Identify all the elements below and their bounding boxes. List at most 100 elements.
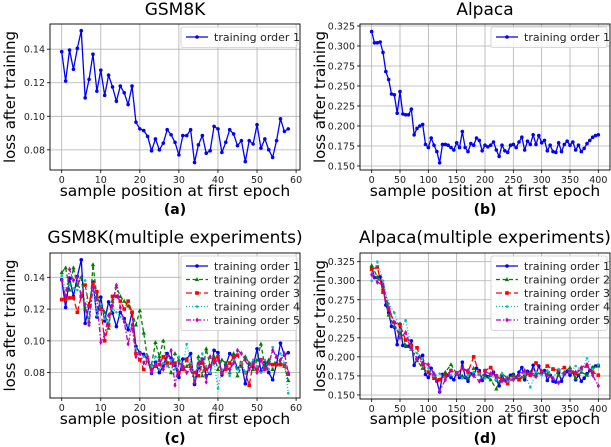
data-point bbox=[420, 353, 425, 358]
data-point bbox=[76, 288, 79, 292]
data-point bbox=[110, 85, 115, 89]
data-point bbox=[251, 358, 255, 362]
legend-marker bbox=[505, 291, 509, 295]
legend-marker bbox=[505, 35, 509, 39]
data-point bbox=[466, 373, 470, 377]
data-point bbox=[231, 354, 236, 359]
data-point bbox=[574, 364, 577, 368]
data-point bbox=[437, 377, 442, 382]
data-point bbox=[177, 153, 181, 157]
data-point bbox=[585, 361, 589, 368]
data-point bbox=[142, 355, 146, 359]
data-point bbox=[488, 143, 493, 147]
data-point bbox=[478, 372, 481, 375]
data-point bbox=[562, 365, 567, 370]
data-point bbox=[235, 353, 240, 357]
legend-label: training order 2 bbox=[524, 274, 610, 287]
x-tick-label: 100 bbox=[419, 404, 437, 415]
data-point bbox=[138, 358, 142, 362]
data-point bbox=[181, 357, 185, 361]
data-point bbox=[406, 344, 411, 349]
data-point bbox=[401, 343, 405, 348]
data-point bbox=[398, 323, 402, 327]
data-point bbox=[224, 363, 228, 369]
data-point bbox=[87, 322, 91, 328]
plot-area bbox=[59, 258, 291, 395]
legend-marker bbox=[195, 305, 199, 308]
legend-label: training order 4 bbox=[524, 301, 610, 314]
data-point bbox=[235, 143, 240, 148]
data-point bbox=[173, 368, 177, 371]
y-tick-label: 0.225 bbox=[328, 333, 355, 344]
data-point bbox=[196, 360, 201, 366]
data-point bbox=[278, 117, 283, 121]
data-point bbox=[208, 354, 212, 360]
data-point bbox=[415, 355, 419, 362]
data-point bbox=[211, 354, 217, 359]
y-tick-label: 0.12 bbox=[24, 78, 45, 89]
data-point bbox=[590, 135, 595, 139]
data-point bbox=[457, 145, 462, 150]
data-point bbox=[375, 265, 380, 269]
y-tick-label: 0.300 bbox=[328, 276, 355, 287]
data-point bbox=[95, 89, 99, 93]
data-point bbox=[64, 293, 68, 299]
data-point bbox=[404, 319, 407, 322]
y-tick-label: 0.150 bbox=[328, 390, 355, 401]
data-point bbox=[219, 357, 225, 362]
data-point bbox=[474, 366, 479, 371]
data-point bbox=[161, 366, 165, 373]
data-point bbox=[220, 150, 224, 155]
legend-label: training order 1 bbox=[524, 31, 610, 44]
data-point bbox=[255, 369, 259, 376]
data-point bbox=[584, 372, 590, 377]
data-point bbox=[251, 142, 255, 146]
data-point bbox=[274, 362, 279, 367]
data-point bbox=[452, 148, 456, 152]
data-point bbox=[227, 127, 232, 132]
data-point bbox=[138, 127, 142, 131]
data-point bbox=[95, 296, 99, 303]
data-point bbox=[266, 370, 271, 375]
data-point bbox=[102, 319, 107, 323]
data-point bbox=[557, 367, 560, 371]
x-axis-label: sample position at first epoch bbox=[60, 410, 291, 428]
data-point bbox=[157, 354, 162, 359]
data-point bbox=[449, 373, 453, 377]
y-tick-label: 0.250 bbox=[328, 82, 355, 93]
data-point bbox=[278, 362, 283, 367]
y-tick-label: 0.175 bbox=[328, 371, 355, 382]
data-point bbox=[495, 378, 498, 382]
data-point bbox=[266, 357, 271, 362]
data-point bbox=[216, 387, 220, 390]
data-point bbox=[172, 351, 178, 356]
data-point bbox=[381, 50, 385, 55]
data-point bbox=[208, 148, 212, 153]
data-point bbox=[106, 323, 111, 327]
data-point bbox=[71, 265, 76, 270]
data-point bbox=[200, 373, 205, 378]
subplot-title: GSM8K bbox=[145, 0, 206, 20]
data-point bbox=[381, 281, 385, 288]
data-point bbox=[427, 367, 430, 370]
x-tick-label: 60 bbox=[290, 175, 302, 186]
data-point bbox=[472, 370, 475, 374]
x-tick-label: 40 bbox=[212, 403, 224, 414]
data-point bbox=[251, 360, 255, 366]
data-point bbox=[228, 366, 232, 373]
data-point bbox=[72, 287, 75, 290]
data-point bbox=[278, 341, 283, 346]
data-point bbox=[472, 373, 476, 379]
data-point bbox=[506, 379, 509, 383]
data-point bbox=[114, 99, 119, 103]
y-tick-label: 0.325 bbox=[328, 257, 355, 268]
data-point bbox=[590, 365, 595, 370]
data-point bbox=[83, 283, 87, 288]
data-point bbox=[384, 69, 388, 74]
data-point bbox=[386, 312, 391, 317]
data-point bbox=[60, 274, 64, 278]
data-point bbox=[67, 296, 72, 300]
data-point bbox=[138, 350, 142, 357]
data-point bbox=[90, 262, 96, 267]
data-point bbox=[282, 129, 287, 134]
